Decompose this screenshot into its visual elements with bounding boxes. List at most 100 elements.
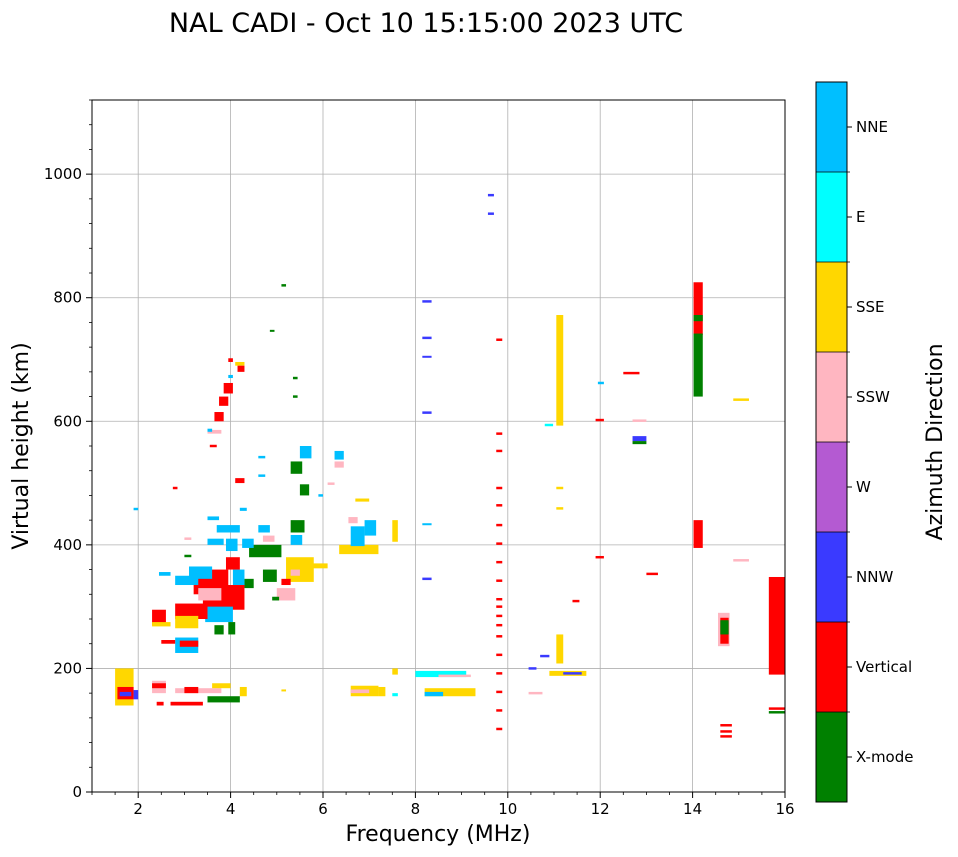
echo-segment-nnw <box>563 672 582 675</box>
echo-segment-ssw <box>290 569 300 576</box>
x-tick-label: 14 <box>683 800 702 818</box>
y-axis-label: Virtual height (km) <box>9 342 34 549</box>
echo-segment-x-mode <box>292 376 298 380</box>
x-tick-label: 4 <box>226 800 236 818</box>
x-tick-label: 16 <box>775 800 794 818</box>
y-tick-label: 400 <box>53 536 82 554</box>
y-tick-label: 800 <box>53 289 82 307</box>
echo-segment-x-mode <box>228 622 236 635</box>
colorbar-swatch-nnw <box>816 532 847 622</box>
echo-segment-vertical <box>496 690 503 694</box>
colorbar-tick-label: SSE <box>856 298 885 316</box>
echo-segment-vertical <box>496 523 503 527</box>
echo-segment-e <box>544 423 554 427</box>
echo-segment-vertical <box>175 603 208 619</box>
echo-segment-x-mode <box>244 578 254 589</box>
x-axis-label: Frequency (MHz) <box>346 822 531 847</box>
echo-segment-nne <box>133 507 139 511</box>
echo-segment-x-mode <box>292 395 298 398</box>
echo-segment-vertical <box>184 686 199 694</box>
echo-segment-x-mode <box>262 569 277 582</box>
echo-segment-vertical <box>214 412 224 422</box>
echo-segment-nne <box>225 538 238 552</box>
echo-segment-sse <box>175 615 199 629</box>
echo-segment-nne <box>207 538 224 545</box>
echo-segment-sse <box>286 557 314 582</box>
echo-segment-nne <box>239 507 247 511</box>
echo-segment-ssw <box>632 419 647 422</box>
echo-segment-ssw <box>207 429 222 434</box>
echo-segment-vertical <box>152 609 166 626</box>
echo-segment-sse <box>556 486 564 490</box>
echo-segment-x-mode <box>693 315 703 322</box>
colorbar-tick-label: Vertical <box>856 658 912 676</box>
echo-segment-nne <box>216 525 240 533</box>
echo-segment-nne <box>189 566 213 579</box>
x-tick-label: 6 <box>318 800 328 818</box>
y-axis-ticks: 0 200 400 600 800 1000 <box>44 99 92 801</box>
echo-segment-nne <box>318 494 323 497</box>
echo-segment-nnw <box>487 212 494 215</box>
echo-segment-ssw <box>350 689 370 694</box>
echo-segment-sse <box>212 683 231 689</box>
colorbar-tick-label: E <box>856 208 865 226</box>
echo-segment-x-mode <box>214 625 224 635</box>
echo-segment-vertical <box>496 432 503 435</box>
echo-segment-vertical <box>496 542 503 545</box>
colorbar-label: Azimuth Direction <box>923 343 948 540</box>
echo-segment-vertical <box>496 709 503 712</box>
echo-segment-nnw <box>540 654 550 658</box>
echo-segment-vertical <box>496 338 503 341</box>
echo-segment-ssw <box>184 537 192 540</box>
echo-segment-vertical <box>152 683 166 689</box>
echo-segment-nne <box>422 523 432 526</box>
echo-segment-sse <box>235 361 245 366</box>
echo-segment-vertical <box>170 701 203 706</box>
echo-segment-sse <box>424 688 476 697</box>
echo-segment-vertical <box>225 557 240 570</box>
echo-segment-nnw <box>632 436 647 442</box>
colorbar-tick-label: W <box>856 478 871 496</box>
echo-segment-nnw <box>422 577 432 581</box>
echo-segment-sse <box>281 689 287 692</box>
echo-segment-sse <box>556 315 564 426</box>
echo-segment-nnw <box>487 193 494 197</box>
colorbar-swatch-nne <box>816 82 847 172</box>
echo-segment-vertical <box>219 396 229 406</box>
echo-segment-ssw <box>198 588 222 601</box>
echo-segment-vertical <box>572 599 580 603</box>
echo-segment-nne <box>299 446 312 459</box>
echo-segment-vertical <box>693 520 703 548</box>
echo-segment-sse <box>733 398 749 401</box>
echo-segment-nne <box>205 606 233 623</box>
echo-segment-sse <box>556 507 564 510</box>
echo-segment-x-mode <box>272 596 280 601</box>
echo-segment-nne <box>207 516 220 521</box>
echo-segment-vertical <box>496 486 503 490</box>
colorbar-swatch-sse <box>816 262 847 352</box>
echo-segment-ssw <box>438 674 471 678</box>
echo-segment-ssw <box>262 535 275 542</box>
echo-segment-ssw <box>175 688 222 694</box>
echo-segment-x-mode <box>269 329 275 332</box>
echo-segment-vertical <box>496 727 503 731</box>
echo-segment-sse <box>378 686 386 697</box>
echo-segment-ssw <box>733 559 749 562</box>
echo-segment-sse <box>556 634 564 664</box>
echo-segment-vertical <box>496 605 503 608</box>
echo-segment-x-mode <box>184 554 192 558</box>
echo-segment-vertical <box>720 735 732 738</box>
echo-segment-nne <box>207 428 213 432</box>
echo-segment-nnw <box>528 667 537 670</box>
echo-segment-x-mode <box>720 620 729 635</box>
echo-segment-x-mode <box>693 333 703 397</box>
y-tick-label: 600 <box>53 412 82 430</box>
echo-segment-nne <box>232 569 245 586</box>
echo-segment-vertical <box>623 371 640 375</box>
echo-segment-vertical <box>496 653 503 657</box>
colorbar-swatch-x-mode <box>816 712 847 802</box>
echo-segment-sse <box>392 668 398 675</box>
echo-segment-nnw <box>422 300 432 303</box>
echo-segment-vertical <box>768 576 785 675</box>
echo-segment-vertical <box>172 486 178 490</box>
